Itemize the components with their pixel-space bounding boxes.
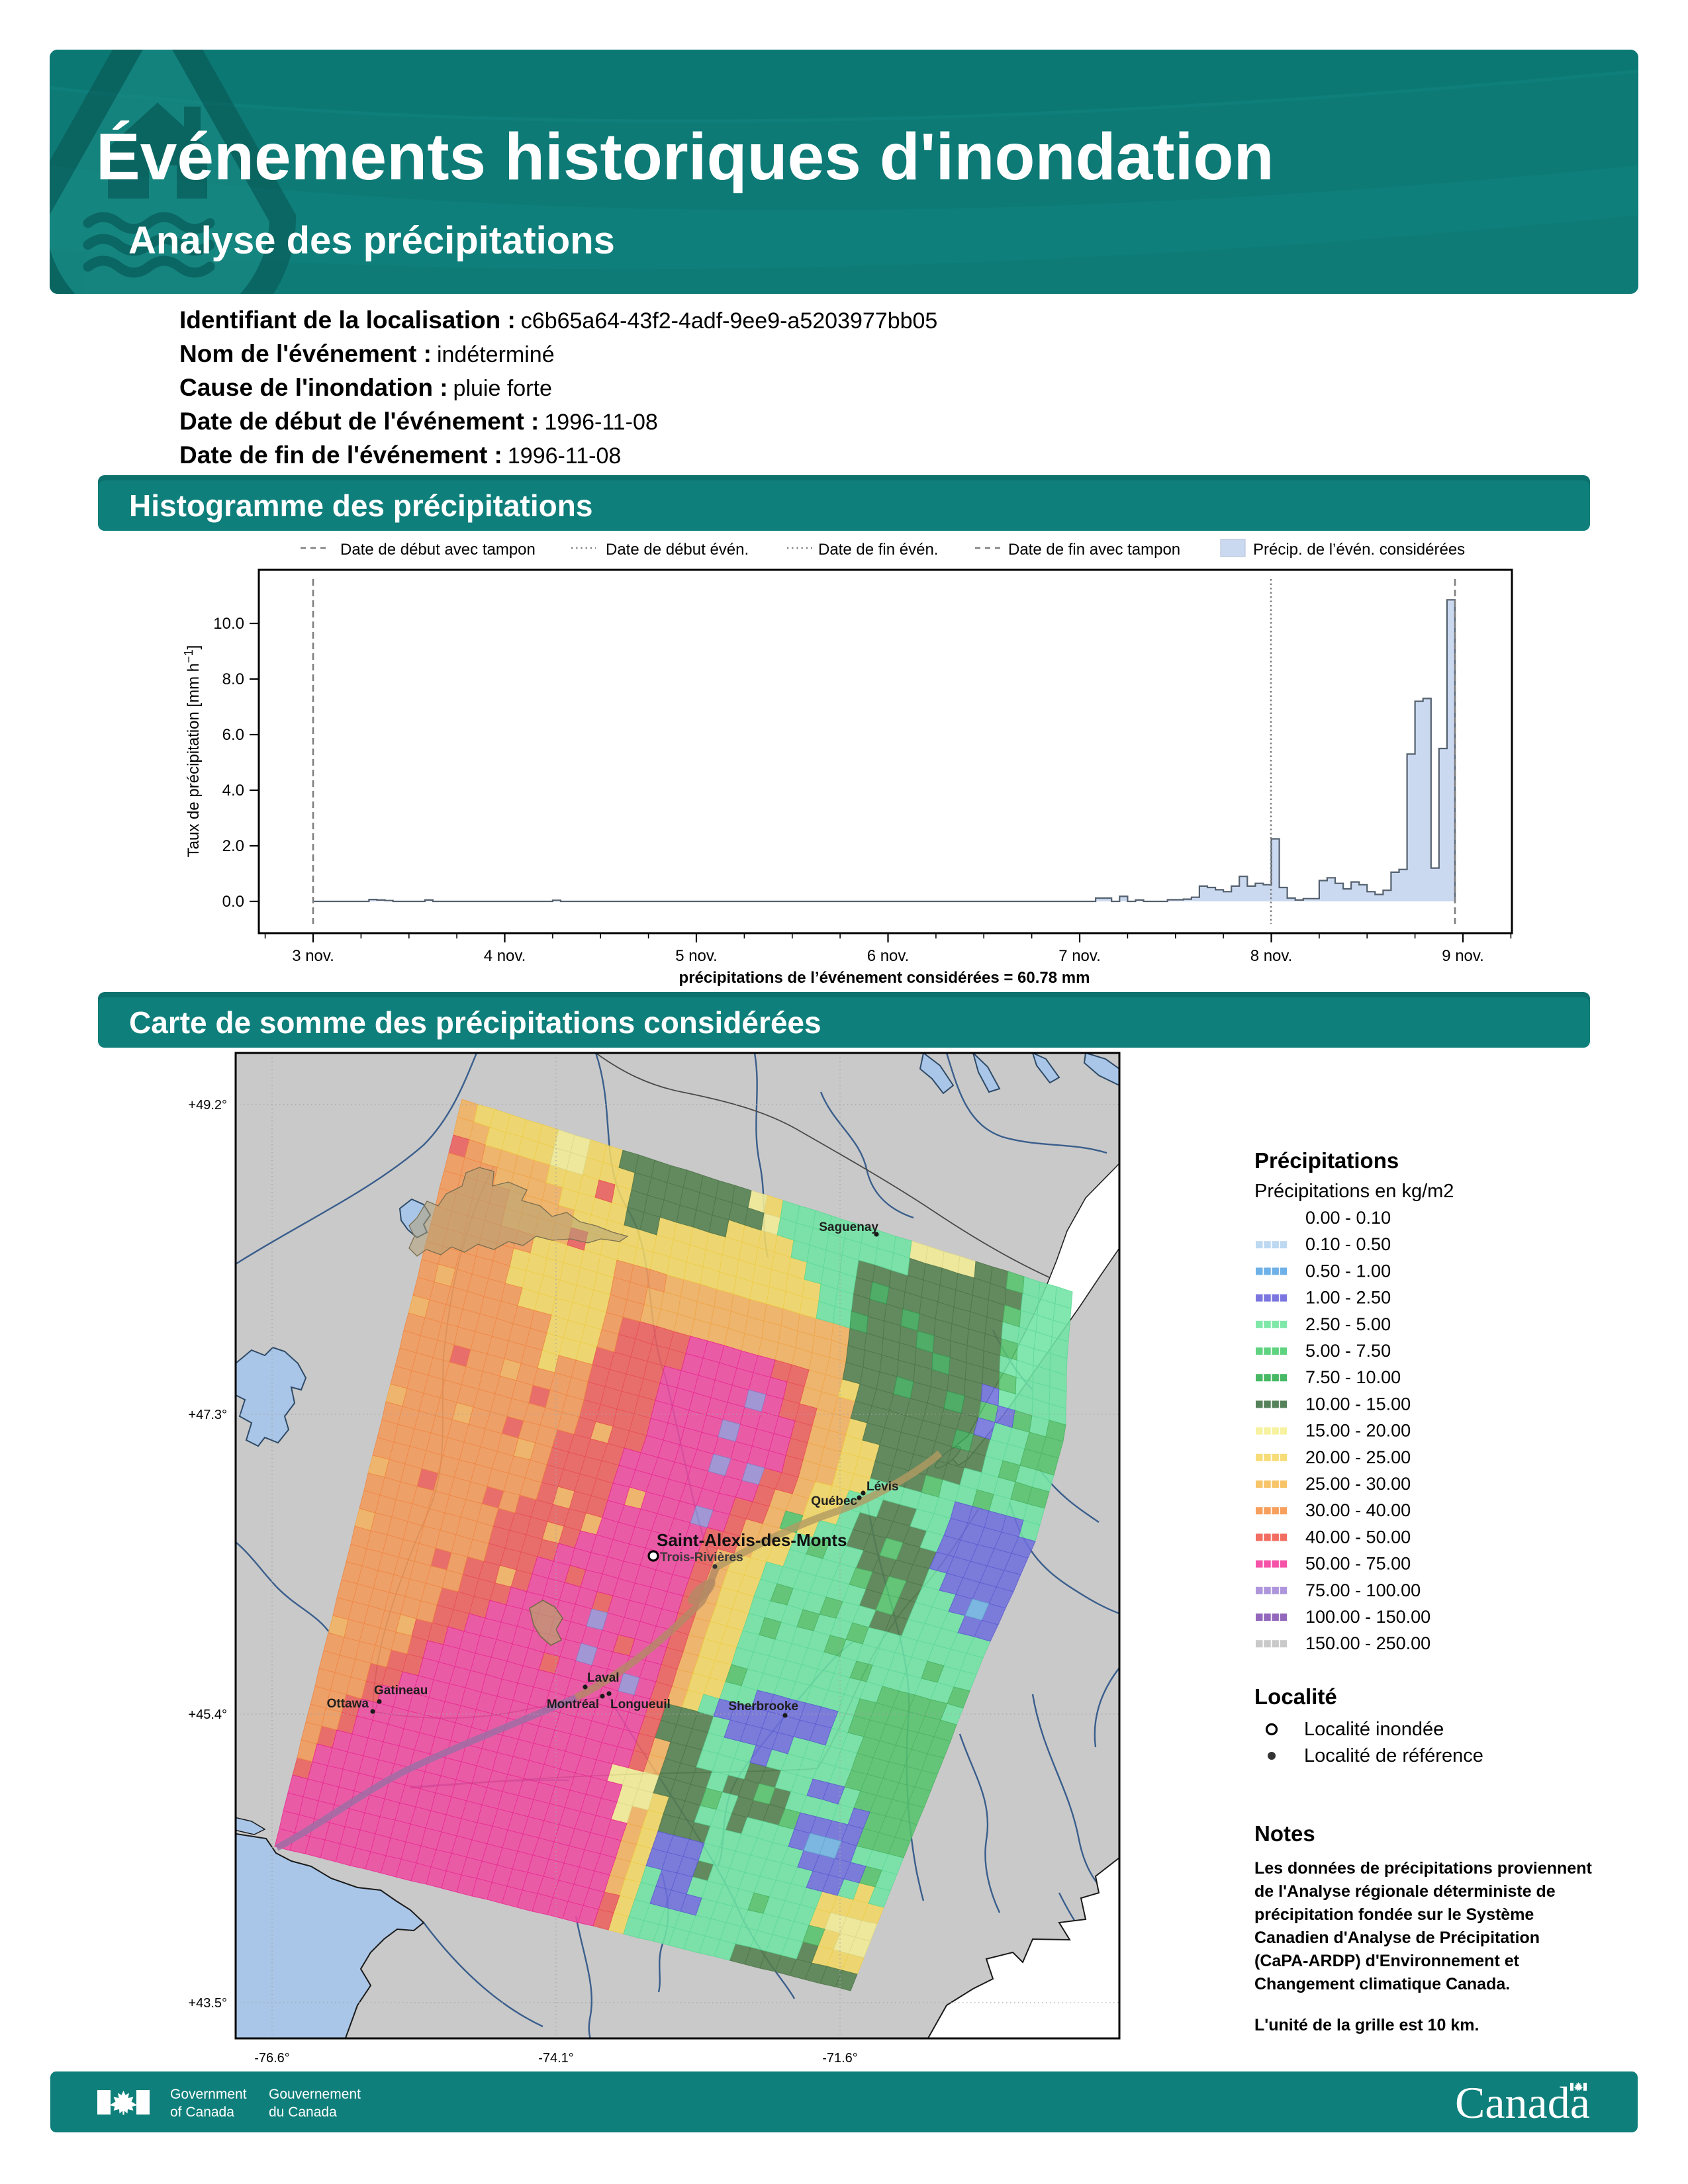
svg-text:0.10 - 0.50: 0.10 - 0.50 (1305, 1234, 1391, 1254)
svg-text:100.00 - 150.00: 100.00 - 150.00 (1305, 1607, 1430, 1627)
svg-text:6.0: 6.0 (222, 726, 244, 744)
svg-text:5 nov.: 5 nov. (675, 947, 718, 965)
svg-text:5.00 - 7.50: 5.00 - 7.50 (1305, 1341, 1391, 1361)
svg-text:(CaPA-ARDP) d'Environnement et: (CaPA-ARDP) d'Environnement et (1254, 1952, 1520, 1970)
svg-text:précipitation fondée sur le Sy: précipitation fondée sur le Système (1254, 1905, 1534, 1924)
svg-text:40.00 - 50.00: 40.00 - 50.00 (1305, 1527, 1411, 1547)
svg-text:L'unité de la grille est 10 km: L'unité de la grille est 10 km. (1254, 2016, 1479, 2034)
svg-text:Sherbrooke: Sherbrooke (728, 1700, 798, 1713)
svg-text:Les données de précipitations: Les données de précipitations proviennen… (1254, 1859, 1592, 1878)
svg-text:-74.1°: -74.1° (538, 2051, 574, 2066)
svg-text:30.00 - 40.00: 30.00 - 40.00 (1305, 1500, 1411, 1520)
svg-text:Identifiant de la localisation: Identifiant de la localisation : c6b65a64… (179, 306, 937, 334)
svg-text:Trois-Rivières: Trois-Rivières (660, 1551, 743, 1565)
svg-text:Lévis: Lévis (867, 1480, 899, 1494)
svg-text:Date de début avec tampon: Date de début avec tampon (340, 541, 536, 559)
svg-text:Québec: Québec (811, 1494, 857, 1508)
svg-text:+43.5°: +43.5° (188, 1996, 227, 2011)
svg-text:Nom de l'événement :indétermin: Nom de l'événement : indéterminé (179, 340, 555, 367)
svg-text:-71.6°: -71.6° (822, 2051, 858, 2066)
svg-text:Date de fin de l'événement :19: Date de fin de l'événement :1996-11-08 (179, 441, 621, 469)
svg-text:2.0: 2.0 (222, 837, 244, 855)
svg-text:Gouvernement: Gouvernement (269, 2087, 361, 2102)
svg-text:6 nov.: 6 nov. (867, 947, 910, 965)
svg-text:Précipitations en kg/m2: Précipitations en kg/m2 (1254, 1181, 1454, 1202)
svg-text:7 nov.: 7 nov. (1058, 947, 1101, 965)
svg-text:4.0: 4.0 (222, 782, 244, 799)
svg-text:Localité de référence: Localité de référence (1304, 1745, 1483, 1766)
svg-text:15.00 - 20.00: 15.00 - 20.00 (1305, 1421, 1411, 1441)
svg-text:Canada: Canada (1455, 2077, 1590, 2128)
svg-text:Taux de précipitation [mm h−1]: Taux de précipitation [mm h−1] (182, 645, 203, 858)
svg-text:précipitations de l’événement: précipitations de l’événement considérée… (679, 969, 1090, 987)
svg-text:Précipitations: Précipitations (1254, 1148, 1399, 1173)
svg-text:3 nov.: 3 nov. (292, 947, 334, 965)
svg-text:Localité inondée: Localité inondée (1304, 1719, 1444, 1740)
svg-text:Saint-Alexis-des-Monts: Saint-Alexis-des-Monts (657, 1530, 847, 1550)
svg-text:Ottawa: Ottawa (327, 1697, 369, 1711)
svg-text:Histogramme des précipitations: Histogramme des précipitations (129, 488, 592, 523)
svg-text:0.50 - 1.00: 0.50 - 1.00 (1305, 1261, 1391, 1281)
svg-text:9 nov.: 9 nov. (1442, 947, 1484, 965)
svg-text:Localité: Localité (1254, 1684, 1337, 1709)
svg-text:+45.4°: +45.4° (188, 1707, 227, 1722)
svg-text:Montréal: Montréal (547, 1698, 599, 1711)
svg-text:Notes: Notes (1254, 1821, 1315, 1846)
svg-text:Canadien d'Analyse de Précipit: Canadien d'Analyse de Précipitation (1254, 1929, 1540, 1947)
svg-text:10.0: 10.0 (213, 615, 244, 633)
svg-text:0.00 - 0.10: 0.00 - 0.10 (1305, 1208, 1391, 1228)
svg-text:de l'Analyse régionale détermi: de l'Analyse régionale déterministe de (1254, 1882, 1556, 1901)
svg-text:Précip. de l’évén. considérées: Précip. de l’évén. considérées (1253, 541, 1465, 559)
svg-text:10.00 - 15.00: 10.00 - 15.00 (1305, 1394, 1411, 1414)
svg-text:+47.3°: +47.3° (188, 1408, 227, 1422)
svg-text:Cause de l'inondation :pluie f: Cause de l'inondation : pluie forte (179, 374, 552, 401)
svg-text:Saguenay: Saguenay (819, 1220, 878, 1234)
svg-text:of Canada: of Canada (170, 2105, 234, 2120)
svg-text:2.50 - 5.00: 2.50 - 5.00 (1305, 1314, 1391, 1334)
svg-text:Analyse des précipitations: Analyse des précipitations (128, 219, 615, 262)
svg-text:4 nov.: 4 nov. (484, 947, 526, 965)
svg-text:7.50 - 10.00: 7.50 - 10.00 (1305, 1367, 1401, 1387)
svg-text:Longueuil: Longueuil (610, 1698, 671, 1711)
svg-text:8.0: 8.0 (222, 670, 244, 688)
svg-text:Changement climatique Canada.: Changement climatique Canada. (1254, 1975, 1510, 1993)
svg-text:0.0: 0.0 (222, 893, 244, 911)
svg-text:Carte de somme des précipitati: Carte de somme des précipitations consid… (129, 1005, 821, 1040)
svg-text:Gatineau: Gatineau (374, 1684, 428, 1698)
svg-text:Date de fin évén.: Date de fin évén. (818, 541, 938, 559)
svg-text:-76.6°: -76.6° (254, 2051, 290, 2066)
svg-text:1.00 - 2.50: 1.00 - 2.50 (1305, 1288, 1391, 1308)
svg-text:Date de début évén.: Date de début évén. (606, 541, 749, 559)
svg-text:150.00 - 250.00: 150.00 - 250.00 (1305, 1633, 1430, 1653)
svg-text:+49.2°: +49.2° (188, 1098, 227, 1113)
svg-text:Date de début de l'événement :: Date de début de l'événement :1996-11-08 (179, 408, 658, 435)
svg-text:Laval: Laval (587, 1671, 620, 1685)
svg-text:25.00 - 30.00: 25.00 - 30.00 (1305, 1474, 1411, 1494)
svg-text:20.00 - 25.00: 20.00 - 25.00 (1305, 1447, 1411, 1467)
svg-text:8 nov.: 8 nov. (1250, 947, 1293, 965)
svg-text:Government: Government (170, 2087, 247, 2102)
svg-text:75.00 - 100.00: 75.00 - 100.00 (1305, 1580, 1421, 1600)
svg-text:50.00 - 75.00: 50.00 - 75.00 (1305, 1554, 1411, 1574)
svg-text:Date de fin avec tampon: Date de fin avec tampon (1008, 541, 1180, 559)
svg-text:Événements historiques d'inond: Événements historiques d'inondation (96, 120, 1274, 194)
svg-text:du Canada: du Canada (269, 2105, 337, 2120)
